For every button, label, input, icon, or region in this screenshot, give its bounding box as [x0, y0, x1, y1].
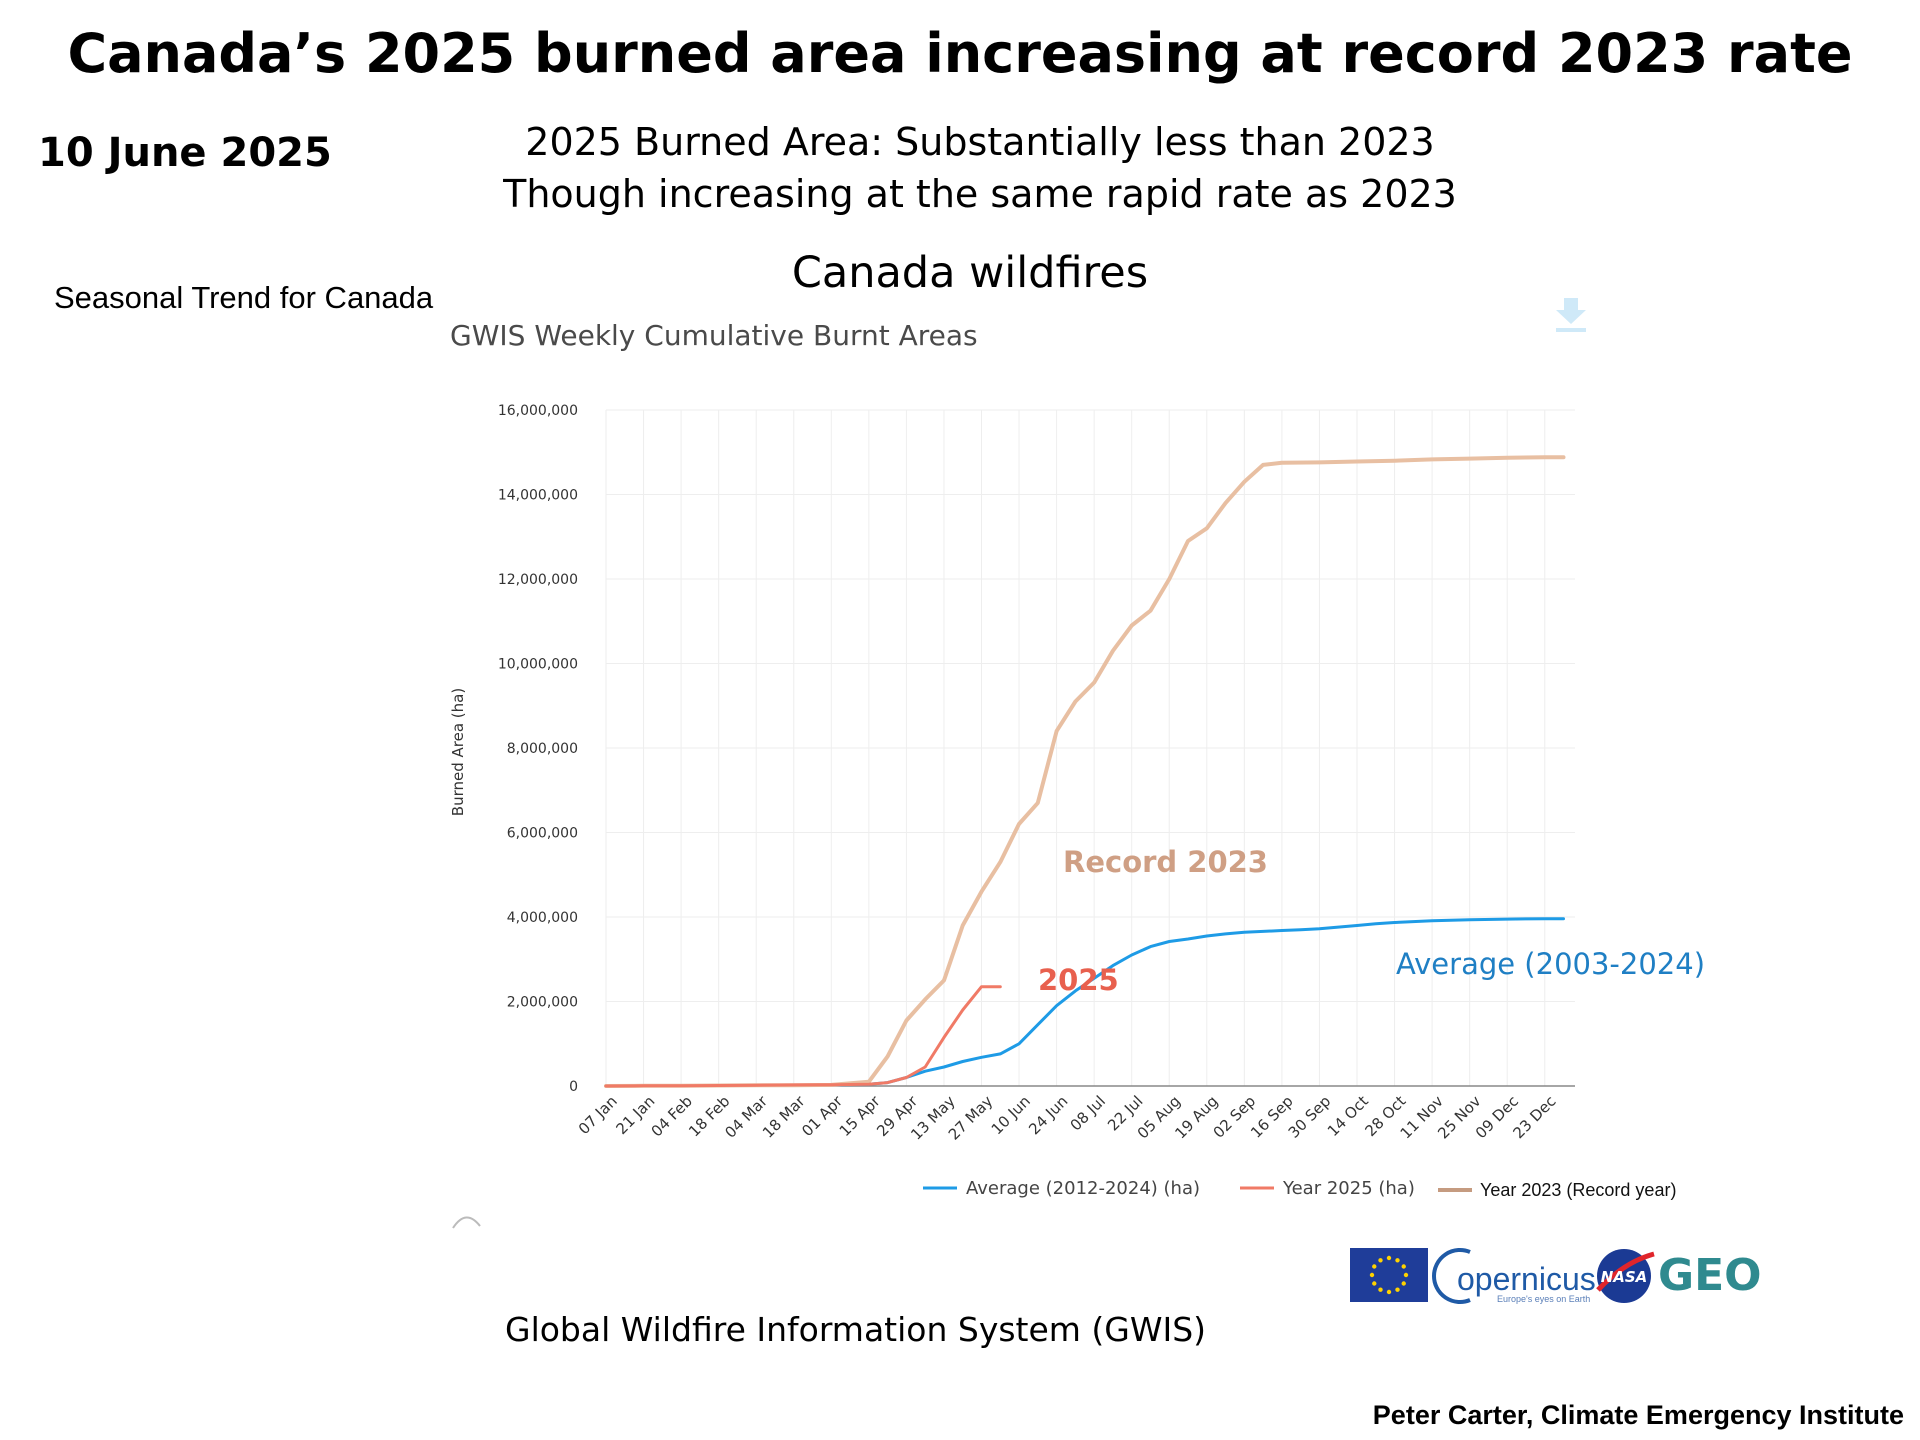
x-tick-label: 10 Jun: [988, 1092, 1034, 1138]
eu-star: [1386, 1289, 1392, 1295]
eu-star: [1395, 1258, 1400, 1263]
eu-star: [1378, 1258, 1383, 1263]
page-title: Canada’s 2025 burned area increasing at …: [67, 22, 1853, 85]
download-icon[interactable]: [1556, 298, 1586, 332]
y-tick-label: 16,000,000: [498, 403, 578, 419]
y-tick-label: 4,000,000: [507, 910, 578, 926]
chart-heading: Canada wildfires: [791, 248, 1149, 298]
x-tick-label: 04 Feb: [648, 1092, 696, 1140]
chart-title: GWIS Weekly Cumulative Burnt Areas: [450, 319, 978, 352]
y-tick-label: 6,000,000: [507, 826, 578, 842]
x-tick-label: 15 Apr: [836, 1092, 885, 1141]
y-axis-label: Burned Area (ha): [449, 688, 467, 816]
series-layer: [604, 455, 1566, 1088]
legend-label-2023: Year 2023 (Record year): [1480, 1180, 1676, 1200]
date-label: 10 June 2025: [38, 130, 332, 176]
source-caption: Global Wildfire Information System (GWIS…: [505, 1310, 1207, 1349]
series-line-average: [604, 917, 1565, 1088]
svg-text:GEO: GEO: [1658, 1250, 1762, 1301]
legend-label-2025: Year 2025 (ha): [1282, 1178, 1415, 1199]
eu-star: [1369, 1272, 1375, 1278]
y-tick-label: 14,000,000: [498, 488, 578, 504]
legend-label-average: Average (2012-2024) (ha): [966, 1178, 1200, 1199]
seasonal-trend-label: Seasonal Trend for Canada: [54, 280, 434, 315]
x-tick-label: 01 Apr: [798, 1092, 847, 1141]
x-tick-label: 08 Jul: [1067, 1092, 1109, 1134]
y-tick-label: 12,000,000: [498, 572, 578, 588]
subtitle-line-1: 2025 Burned Area: Substantially less tha…: [525, 120, 1435, 164]
loading-arc-icon: [452, 1216, 481, 1229]
eu-star: [1372, 1264, 1377, 1269]
eu-star: [1403, 1272, 1409, 1278]
author-credit: Peter Carter, Climate Emergency Institut…: [1372, 1400, 1904, 1430]
annotation-2025: 2025: [1038, 963, 1119, 997]
svg-text:NASA: NASA: [1601, 1268, 1648, 1286]
series-line-2025: [604, 985, 1002, 1088]
eu-flag-icon: [1350, 1248, 1428, 1302]
x-tick-label: 14 Oct: [1324, 1092, 1372, 1140]
y-tick-label: 2,000,000: [507, 995, 578, 1011]
y-tick-label: 8,000,000: [507, 741, 578, 757]
eu-star: [1386, 1255, 1392, 1261]
annotation-record-2023: Record 2023: [1063, 845, 1268, 879]
grid-layer: [605, 409, 1575, 1086]
x-tick-label: 24 Jun: [1025, 1092, 1071, 1138]
x-tick-label: 07 Jan: [575, 1092, 621, 1138]
x-tick-label: 23 Dec: [1509, 1092, 1559, 1142]
x-tick-label: 18 Mar: [759, 1092, 809, 1142]
geo-logo: GEO: [1658, 1250, 1762, 1301]
x-tick-label: 30 Sep: [1285, 1092, 1335, 1142]
eu-star: [1378, 1287, 1383, 1292]
y-tick-label: 0: [569, 1079, 578, 1095]
legend: Average (2012-2024) (ha) Year 2025 (ha) …: [923, 1178, 1676, 1200]
eu-star: [1395, 1287, 1400, 1292]
y-axis-ticks: 0 2,000,000 4,000,000 6,000,000 8,000,000 10,…: [498, 403, 578, 1095]
y-tick-label: 10,000,000: [498, 657, 578, 673]
copernicus-logo: opernicus Europe's eyes on Earth: [1432, 1248, 1596, 1304]
svg-text:Europe's eyes on Earth: Europe's eyes on Earth: [1497, 1294, 1590, 1304]
nasa-logo: NASA: [1596, 1249, 1655, 1303]
eu-star: [1372, 1281, 1377, 1286]
annotation-average: Average (2003-2024): [1396, 947, 1705, 981]
eu-star: [1401, 1281, 1406, 1286]
eu-star: [1401, 1264, 1406, 1269]
subtitle-line-2: Though increasing at the same rapid rate…: [503, 172, 1457, 216]
svg-text:opernicus: opernicus: [1457, 1261, 1596, 1297]
